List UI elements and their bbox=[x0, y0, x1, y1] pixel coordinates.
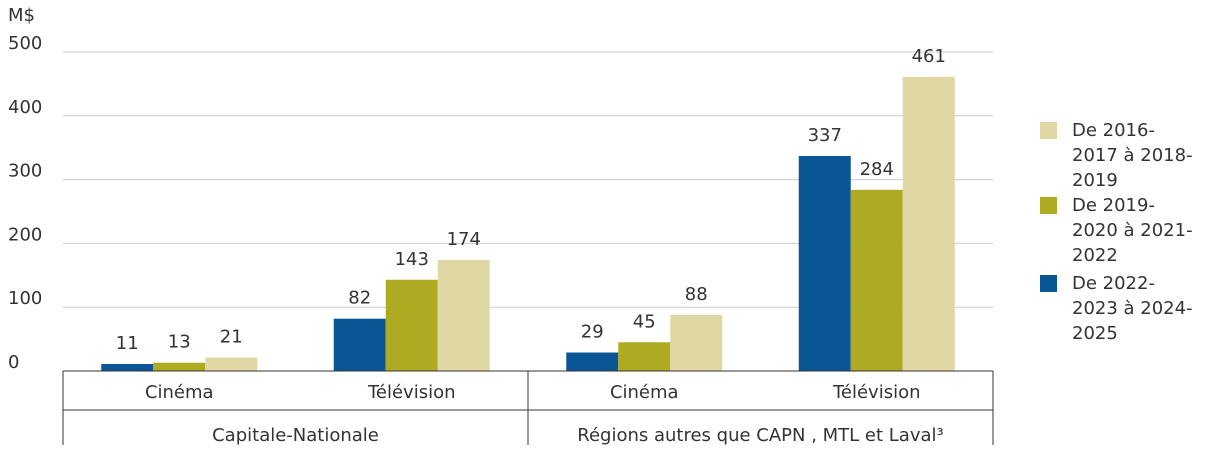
y-tick-label: 300 bbox=[8, 161, 42, 182]
legend-label: De 2016-2017 à 2018-2019 bbox=[1072, 120, 1193, 191]
value-label: 21 bbox=[220, 327, 243, 348]
bar bbox=[333, 318, 386, 371]
bar bbox=[566, 352, 619, 371]
x-tick-label: Cinéma bbox=[145, 382, 214, 403]
x-tick-label: Cinéma bbox=[610, 382, 679, 403]
value-label: 13 bbox=[168, 332, 191, 353]
bar bbox=[385, 279, 438, 371]
group-label: Régions autres que CAPN , MTL et Laval³ bbox=[577, 425, 943, 446]
value-label: 82 bbox=[348, 288, 371, 309]
legend-item: De 2022-2023 à 2024-2025 bbox=[1040, 271, 1194, 346]
value-label: 143 bbox=[395, 249, 429, 270]
legend-label: De 2022-2023 à 2024-2025 bbox=[1072, 273, 1193, 344]
bar bbox=[850, 189, 903, 371]
bar bbox=[902, 76, 955, 371]
bar bbox=[437, 259, 490, 371]
y-unit: M$ bbox=[8, 5, 35, 26]
x-tick-label: Télévision bbox=[367, 382, 456, 403]
legend-swatch bbox=[1040, 275, 1057, 292]
value-label: 461 bbox=[912, 46, 946, 67]
bar bbox=[670, 314, 723, 371]
value-label: 29 bbox=[581, 321, 604, 342]
value-label: 284 bbox=[860, 159, 894, 180]
legend-swatch bbox=[1040, 122, 1057, 139]
bar bbox=[618, 342, 671, 371]
y-tick-label: 0 bbox=[8, 352, 19, 373]
legend-item: De 2016-2017 à 2018-2019 bbox=[1040, 118, 1194, 193]
value-label: 88 bbox=[685, 284, 708, 305]
y-tick-label: 100 bbox=[8, 288, 42, 309]
legend-swatch bbox=[1040, 197, 1057, 214]
y-tick-label: 200 bbox=[8, 224, 42, 245]
value-label: 337 bbox=[808, 125, 842, 146]
bar bbox=[153, 362, 206, 371]
bar bbox=[101, 363, 154, 371]
y-tick-label: 500 bbox=[8, 33, 42, 54]
legend-label: De 2019-2020 à 2021-2022 bbox=[1072, 195, 1193, 266]
y-tick-label: 400 bbox=[8, 97, 42, 118]
x-tick-label: Télévision bbox=[832, 382, 921, 403]
legend-item: De 2019-2020 à 2021-2022 bbox=[1040, 193, 1194, 268]
value-label: 45 bbox=[633, 311, 656, 332]
value-label: 11 bbox=[116, 333, 139, 354]
bar bbox=[205, 357, 258, 371]
bar bbox=[798, 155, 851, 371]
value-label: 174 bbox=[447, 229, 481, 250]
group-label: Capitale-Nationale bbox=[212, 425, 379, 446]
